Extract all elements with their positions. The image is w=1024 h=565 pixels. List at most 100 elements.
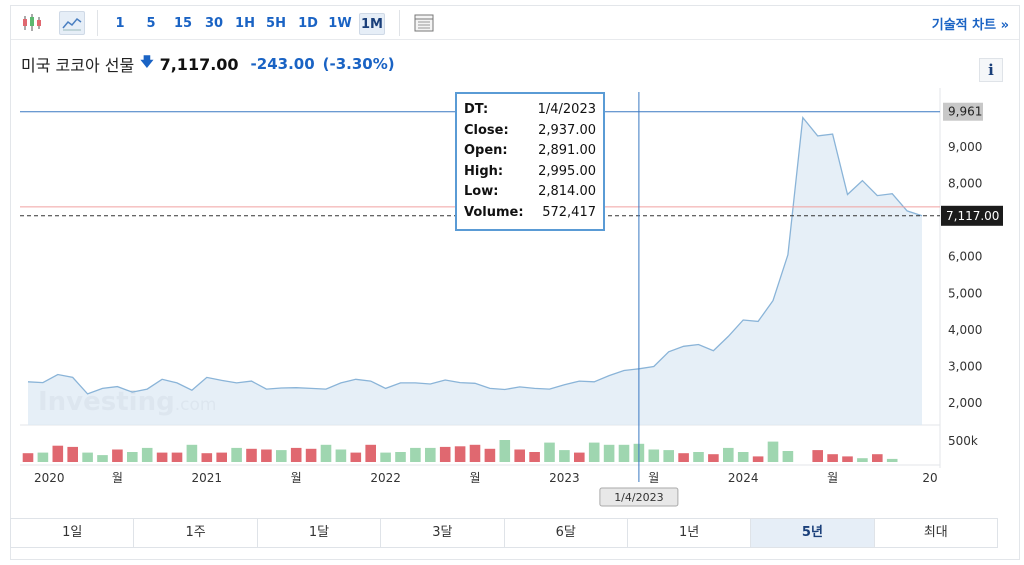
x-tick-label: 월	[648, 471, 659, 485]
volume-bar	[484, 448, 496, 462]
range-1y[interactable]: 1년	[628, 519, 752, 547]
crosshair-tooltip: DT: 1/4/2023 Close: 2,937.00 Open: 2,891.00…	[455, 92, 605, 231]
range-1d[interactable]: 1일	[11, 519, 135, 547]
volume-bar	[82, 452, 93, 462]
volume-bar	[201, 453, 213, 462]
area-chart-icon[interactable]	[59, 11, 85, 35]
x-tick-label: 2024	[728, 471, 759, 485]
volume-bar	[454, 446, 466, 462]
volume-bar	[380, 452, 391, 462]
timeframe-30[interactable]: 30	[204, 16, 224, 31]
last-price: 7,117.00	[159, 54, 239, 74]
timeframe-1h[interactable]: 1H	[235, 16, 255, 31]
volume-bar	[425, 447, 436, 462]
volume-bar	[410, 447, 421, 462]
volume-bar	[469, 444, 481, 462]
volume-bar	[708, 454, 719, 462]
volume-bar	[648, 449, 660, 462]
timeframe-1[interactable]: 1	[115, 16, 125, 31]
volume-bar	[67, 446, 78, 462]
volume-bar	[767, 441, 779, 462]
volume-bar	[127, 452, 138, 462]
volume-bar	[574, 452, 585, 462]
volume-bar	[618, 444, 630, 462]
volume-bar	[723, 447, 734, 462]
y-tick-label: 5,000	[948, 286, 982, 300]
tooltip-row-close: Close: 2,937.00	[464, 122, 596, 138]
volume-bar	[827, 454, 838, 462]
timeframe-1w[interactable]: 1W	[328, 16, 352, 31]
price-line	[27, 115, 923, 395]
candlestick-icon[interactable]	[19, 11, 45, 35]
volume-bar	[439, 446, 451, 462]
y-tick-label: 8,000	[948, 176, 982, 190]
timeframe-1d[interactable]: 1D	[298, 16, 318, 31]
tooltip-row-open: Open: 2,891.00	[464, 143, 596, 158]
table-view-icon[interactable]	[411, 11, 437, 35]
volume-bar	[216, 452, 227, 462]
volume-bar	[872, 454, 883, 462]
volume-bar	[529, 452, 540, 462]
high-badge-label: 9,961	[948, 105, 982, 119]
volume-bars	[22, 440, 898, 462]
toolbar-divider	[97, 10, 98, 36]
x-tick-label: 20	[922, 471, 937, 485]
info-button[interactable]: i	[979, 58, 1003, 82]
volume-bar	[141, 447, 153, 462]
volume-bar	[276, 450, 287, 462]
volume-bar	[499, 440, 511, 462]
y-tick-label: 6,000	[948, 250, 982, 264]
last-price-badge-label: 7,117.00	[946, 209, 999, 223]
price-area-fill	[28, 117, 922, 425]
x-tick-label: 2023	[549, 471, 580, 485]
price-change: -243.00	[250, 55, 315, 73]
range-max[interactable]: 최대	[923, 525, 948, 540]
crosshair-date-badge	[599, 487, 679, 507]
volume-bar	[678, 453, 689, 462]
toolbar-divider	[399, 10, 400, 36]
tooltip-row-low: Low: 2,814.00	[464, 184, 596, 199]
volume-bar	[112, 449, 123, 462]
volume-bar	[171, 452, 183, 462]
volume-bar	[842, 456, 853, 462]
timeframe-5h[interactable]: 5H	[266, 16, 286, 31]
chart-toolbar: 1 5 15 30 1H 5H 1D 1W 1M 기술적 차트 »	[11, 6, 1019, 40]
volume-bar	[812, 450, 823, 462]
y-tick-label: 3,000	[948, 359, 982, 373]
timeframe-5[interactable]: 5	[146, 16, 156, 31]
range-3mo[interactable]: 3달	[381, 519, 505, 547]
instrument-name: 미국 코코아 선물	[21, 56, 135, 75]
volume-bar	[335, 449, 347, 462]
volume-bar	[37, 452, 49, 462]
crosshair-date-label: 1/4/2023	[614, 491, 663, 504]
instrument-header: 미국 코코아 선물 🡇 7,117.00 -243.00 (-3.30%)	[21, 52, 395, 76]
range-1mo[interactable]: 1달	[258, 519, 382, 547]
volume-bar	[782, 451, 794, 462]
high-badge	[943, 102, 983, 121]
volume-bar	[231, 447, 242, 462]
volume-bar	[350, 452, 362, 462]
volume-bar	[693, 452, 704, 462]
volume-bar	[52, 445, 64, 462]
timeframe-15[interactable]: 15	[173, 16, 193, 31]
volume-bar	[559, 450, 570, 462]
price-change-percent: (-3.30%)	[322, 55, 395, 73]
volume-axis-label: 500k	[948, 434, 978, 448]
volume-bar	[603, 444, 615, 462]
volume-bar	[365, 444, 376, 462]
volume-bar	[261, 449, 272, 462]
volume-bar	[395, 452, 406, 462]
range-5y[interactable]: 5년	[751, 519, 875, 547]
y-tick-label: 9,000	[948, 140, 982, 154]
x-tick-label: 2021	[192, 471, 223, 485]
range-6mo[interactable]: 6달	[505, 519, 628, 547]
range-1w[interactable]: 1주	[134, 519, 258, 547]
x-tick-label: 2022	[370, 471, 401, 485]
x-tick-label: 월	[112, 471, 123, 485]
volume-bar	[886, 458, 898, 462]
timeframe-1m[interactable]: 1M	[359, 13, 385, 35]
x-tick-label: 월	[827, 471, 838, 485]
volume-bar	[663, 450, 674, 462]
technical-chart-link[interactable]: 기술적 차트 »	[931, 18, 1009, 33]
